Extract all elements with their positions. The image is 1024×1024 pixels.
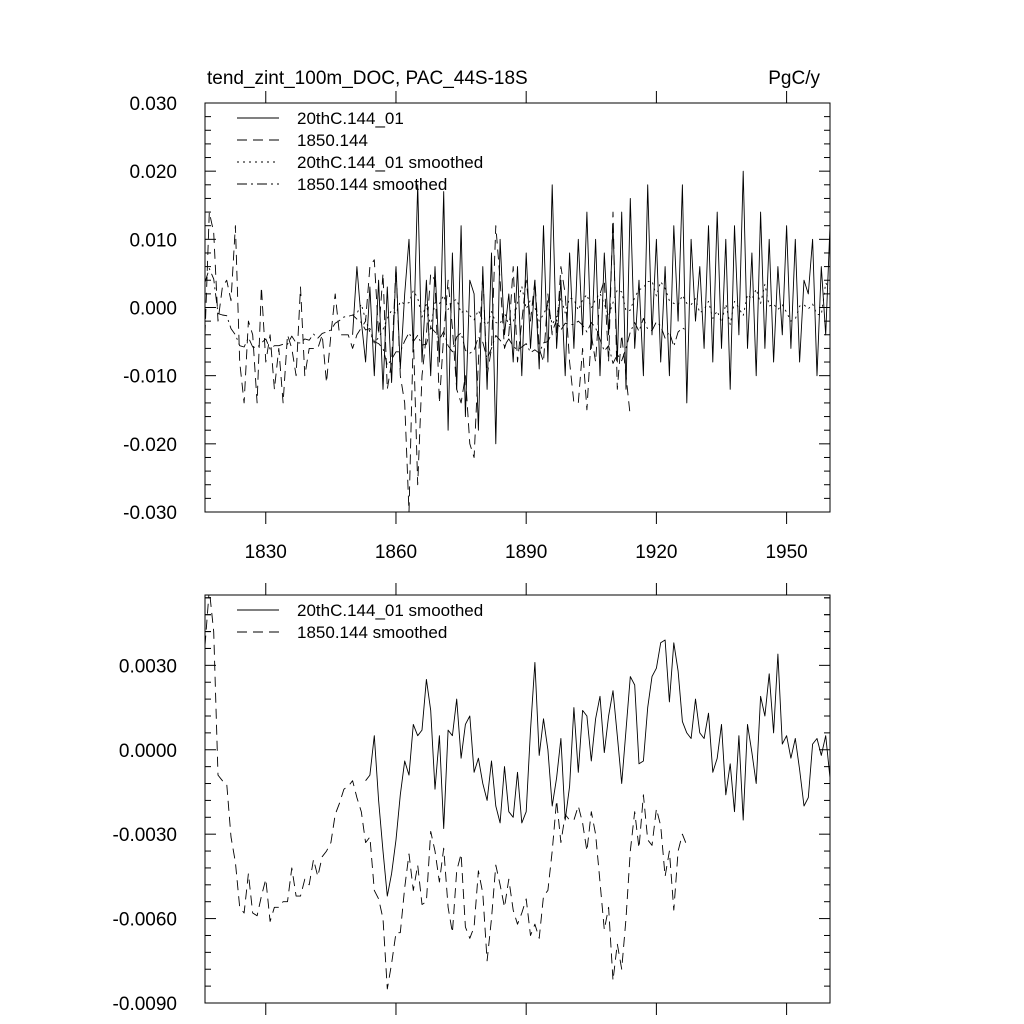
x-tick-label: 1950 [765, 542, 807, 563]
y-tick-label: -0.0090 [113, 994, 177, 1015]
legend-label: 1850.144 smoothed [297, 623, 447, 642]
x-tick-label: 1830 [245, 542, 287, 563]
y-tick-label: -0.010 [123, 367, 177, 388]
y-tick-label: -0.020 [123, 435, 177, 456]
legend-label: 1850.144 smoothed [297, 175, 447, 194]
top-chart-panel: -0.030 -0.020 -0.010 0.000 0.010 0.020 0.030 18… [123, 68, 831, 563]
y-tick-label: 0.000 [129, 299, 177, 320]
series-line-1850-144 [205, 211, 631, 512]
series-line-1850-144-smoothed [205, 268, 688, 366]
x-tick-label: 1860 [375, 542, 417, 563]
legend-label: 20thC.144_01 smoothed [297, 601, 483, 620]
bottom-chart-panel: -0.0090 -0.0060 -0.0030 0.0000 0.0030 20thC.1… [113, 583, 831, 1015]
y-tick-label: 0.0030 [119, 656, 177, 677]
y-tick-label: 0.030 [129, 94, 177, 115]
series-line-20thc-144-01-smoothed [365, 639, 830, 897]
legend-label: 20thC.144_01 [297, 109, 404, 128]
legend-label: 20thC.144_01 smoothed [297, 153, 483, 172]
y-tick-label: 0.020 [129, 162, 177, 183]
units-label: PgC/y [768, 68, 820, 89]
plot-frame [204, 594, 831, 1004]
y-tick-label: 0.010 [129, 230, 177, 251]
chart-title: tend_zint_100m_DOC, PAC_44S-18S [207, 68, 528, 89]
x-tick-label: 1890 [505, 542, 547, 563]
y-tick-label: -0.030 [123, 503, 177, 524]
legend-label: 1850.144 [297, 131, 368, 150]
y-tick-label: -0.0030 [113, 825, 177, 846]
series-line-1850-144-smoothed [205, 595, 688, 990]
x-tick-label: 1920 [635, 542, 677, 563]
y-tick-label: -0.0060 [113, 910, 177, 931]
y-tick-label: 0.0000 [119, 741, 177, 762]
